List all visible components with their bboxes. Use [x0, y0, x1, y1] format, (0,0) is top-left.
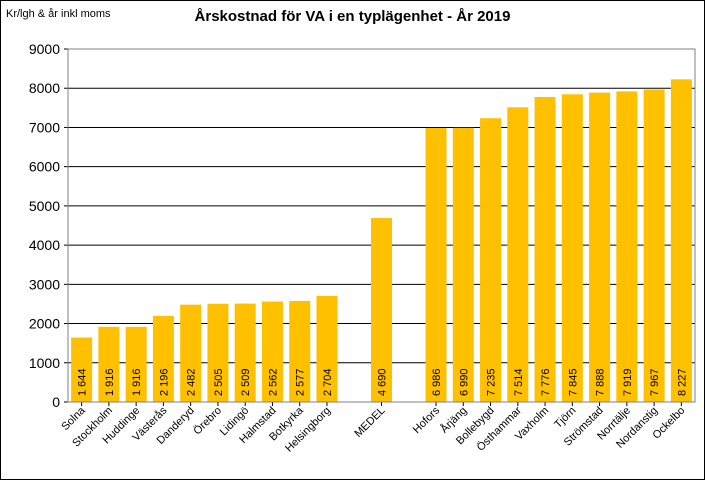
- y-tick-label: 4000: [29, 237, 60, 253]
- bar-value-label: 2 196: [158, 368, 170, 396]
- bar-value-label: 1 644: [77, 368, 89, 396]
- bar-value-label: 4 690: [377, 368, 389, 396]
- bar-value-label: 7 235: [486, 368, 498, 396]
- bar-value-label: 7 919: [622, 368, 634, 396]
- bar: [561, 94, 583, 402]
- bar: [452, 127, 474, 402]
- y-tick-label: 8000: [29, 80, 60, 96]
- bar-value-label: 2 704: [322, 368, 334, 396]
- bar-value-label: 7 776: [540, 368, 552, 396]
- bar-value-label: 8 227: [676, 368, 688, 396]
- bar-value-label: 7 845: [567, 368, 579, 396]
- bar-value-label: 2 562: [267, 368, 279, 396]
- bar: [643, 89, 665, 403]
- bar-value-label: 2 482: [186, 368, 198, 396]
- bar: [480, 118, 502, 402]
- bar-value-label: 1 916: [104, 368, 116, 396]
- bar-value-label: 2 577: [295, 368, 307, 396]
- y-tick-label: 9000: [29, 41, 60, 57]
- chart-title: Årskostnad för VA i en typlägenhet - År …: [194, 8, 511, 25]
- bar: [670, 79, 692, 402]
- y-tick-label: 3000: [29, 276, 60, 292]
- y-tick-label: 1000: [29, 355, 60, 371]
- bar-value-label: 7 967: [649, 368, 661, 396]
- bar: [125, 326, 147, 402]
- bar: [616, 91, 638, 402]
- y-axis-unit-label: Kr/lgh & år inkl moms: [6, 8, 111, 20]
- bar: [534, 97, 556, 403]
- y-tick-label: 0: [52, 394, 60, 410]
- y-tick-label: 5000: [29, 198, 60, 214]
- bar-value-label: 2 509: [240, 368, 252, 396]
- x-tick-label: MEDEL: [352, 405, 387, 440]
- bar: [180, 304, 202, 402]
- bar-value-label: 6 986: [431, 368, 443, 396]
- bar: [289, 300, 311, 402]
- bar-value-label: 7 514: [513, 368, 525, 396]
- bar-value-label: 1 916: [131, 368, 143, 396]
- bar-value-label: 2 505: [213, 368, 225, 396]
- bar-value-label: 7 888: [595, 368, 607, 396]
- bar: [207, 303, 229, 402]
- plot-border: [67, 48, 696, 403]
- bar-value-label: 6 990: [458, 368, 470, 396]
- bar: [507, 107, 529, 402]
- x-tick-label: Hofors: [411, 404, 443, 436]
- bar: [316, 295, 338, 402]
- bar: [589, 92, 611, 402]
- bar: [261, 301, 283, 402]
- bar: [234, 303, 256, 402]
- bar: [371, 218, 392, 402]
- y-tick-label: 2000: [29, 316, 60, 332]
- bar: [98, 326, 120, 402]
- y-tick-label: 7000: [29, 119, 60, 135]
- bar: [152, 315, 174, 402]
- y-tick-label: 6000: [29, 159, 60, 175]
- bar: [425, 127, 447, 402]
- bar: [71, 337, 93, 402]
